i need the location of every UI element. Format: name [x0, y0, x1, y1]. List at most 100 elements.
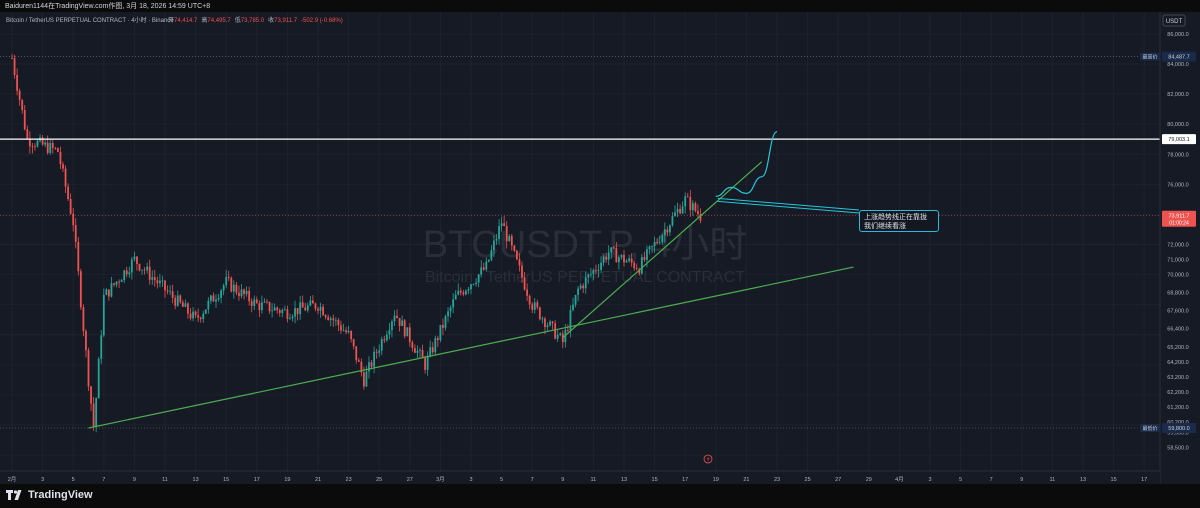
candle-body — [283, 309, 286, 311]
candle-body — [18, 90, 21, 100]
candle-body — [164, 280, 166, 291]
candle-body — [426, 355, 429, 370]
candle-body — [408, 327, 411, 343]
candle-body — [271, 310, 273, 312]
candle-body — [16, 74, 18, 91]
callout-connector-2 — [717, 200, 860, 214]
candle-body — [123, 270, 126, 281]
candle-body — [574, 294, 577, 305]
candle-body — [549, 321, 551, 326]
candle-body — [633, 262, 636, 269]
chart-canvas[interactable]: BTCUSDT.P, 4小时 Bitcoin / TetherUS PERPET… — [0, 12, 1200, 484]
time-tick-label: 9 — [561, 477, 564, 483]
price-tick-label: 63,200.0 — [1167, 375, 1188, 381]
annotation-callout[interactable]: 上涨趋势线正在靠拢 我们继续看涨 — [859, 210, 939, 232]
candle-body — [612, 247, 615, 249]
candle-body — [46, 142, 49, 153]
candle-body — [189, 313, 192, 319]
time-tick-label: 25 — [805, 477, 811, 483]
time-tick-label: 27 — [407, 477, 413, 483]
candle-body — [434, 338, 437, 353]
candle-body — [595, 269, 597, 271]
candle-body — [674, 212, 676, 217]
time-axis[interactable]: 2月 3 5 7 9 11 13 15 17 19 21 23 25 27 3月 3 5 7 9 11 13 15 17 19… — [0, 470, 1160, 484]
time-tick-label: 13 — [621, 477, 627, 483]
candle-body — [623, 254, 625, 263]
hline-price-label-bg — [1162, 134, 1196, 145]
candle-body — [222, 285, 225, 291]
event-marker-icon — [703, 454, 713, 464]
candle-body — [113, 283, 115, 285]
candle-body — [424, 358, 426, 370]
candle-body — [67, 186, 69, 200]
candle-body — [472, 283, 475, 285]
time-ticks: 2月 3 5 7 9 11 13 15 17 19 21 23 25 27 3月 3 5 7 9 11 13 15 17 19… — [8, 476, 1148, 483]
legend-symbol: Bitcoin / TetherUS PERPETUAL CONTRACT · … — [6, 16, 174, 24]
candle-body — [266, 301, 268, 303]
candle-body — [684, 196, 687, 207]
candle-body — [577, 288, 579, 295]
candle-body — [513, 245, 516, 251]
candle-body — [133, 256, 136, 260]
candle-body — [480, 267, 483, 275]
candle-body — [470, 284, 472, 290]
candle-body — [85, 331, 87, 351]
price-tick-label: 68,800.0 — [1167, 291, 1188, 297]
candle-body — [646, 249, 648, 260]
callout-connector — [717, 197, 860, 211]
tradingview-logo[interactable]: TradingView — [6, 489, 93, 501]
candle-body — [74, 225, 77, 242]
candle-body — [610, 247, 613, 253]
candle-body — [159, 280, 161, 284]
price-tick-label: 62,200.0 — [1167, 390, 1188, 396]
candle-body — [669, 225, 671, 233]
candle-body — [141, 269, 143, 271]
legend-change: -502.9 (-0.68%) — [301, 18, 343, 24]
candle-body — [475, 282, 477, 284]
candle-body — [510, 236, 513, 246]
price-tick-label: 58,500.0 — [1167, 446, 1188, 452]
candle-body — [508, 236, 511, 242]
candle-body — [666, 229, 669, 233]
time-tick-label: 23 — [774, 477, 780, 483]
high-tag-bg — [1140, 52, 1160, 61]
candle-body — [498, 226, 500, 239]
price-tick-label: 76,000.0 — [1167, 182, 1188, 188]
low-tag-bg — [1140, 424, 1160, 433]
candle-body — [276, 307, 279, 311]
legend-open-label: 开 — [168, 17, 174, 24]
candle-body — [561, 333, 564, 343]
candle-body — [210, 295, 212, 301]
candle-body — [82, 307, 85, 332]
candle-body — [518, 259, 521, 266]
candle-body — [531, 304, 534, 310]
candle-body — [253, 299, 256, 306]
time-tick-label: 9 — [1020, 477, 1023, 483]
candle-body — [235, 284, 238, 293]
price-tick-label: 71,000.0 — [1167, 258, 1188, 264]
candle-body — [64, 168, 67, 187]
time-tick-label: 15 — [1111, 477, 1117, 483]
candle-body — [332, 318, 335, 321]
time-tick-label: 5 — [959, 477, 962, 483]
candle-body — [255, 299, 258, 304]
candle-body — [643, 257, 646, 260]
candle-body — [62, 164, 64, 169]
time-tick-label: 13 — [193, 477, 199, 483]
price-tick-label: 66,400.0 — [1167, 327, 1188, 333]
candle-body — [220, 290, 222, 298]
price-axis[interactable]: 86,000.0 84,000.0 82,000.0 80,000.0 78,000.0… — [1140, 12, 1200, 484]
price-ticks: 86,000.0 84,000.0 82,000.0 80,000.0 78,000.0… — [1167, 32, 1188, 452]
candle-body — [194, 311, 197, 316]
candle-body — [105, 289, 108, 295]
time-tick-label: 15 — [223, 477, 229, 483]
candle-body — [679, 208, 681, 214]
time-tick-label: 3 — [928, 477, 931, 483]
candle-body — [600, 262, 602, 270]
candle-body — [319, 306, 322, 311]
chart-area[interactable]: BTCUSDT.P, 4小时 Bitcoin / TetherUS PERPET… — [0, 12, 1200, 484]
candle-body — [559, 333, 562, 335]
candle-body — [449, 307, 452, 312]
candle-body — [345, 330, 347, 333]
price-tick-label: 82,000.0 — [1167, 92, 1188, 98]
